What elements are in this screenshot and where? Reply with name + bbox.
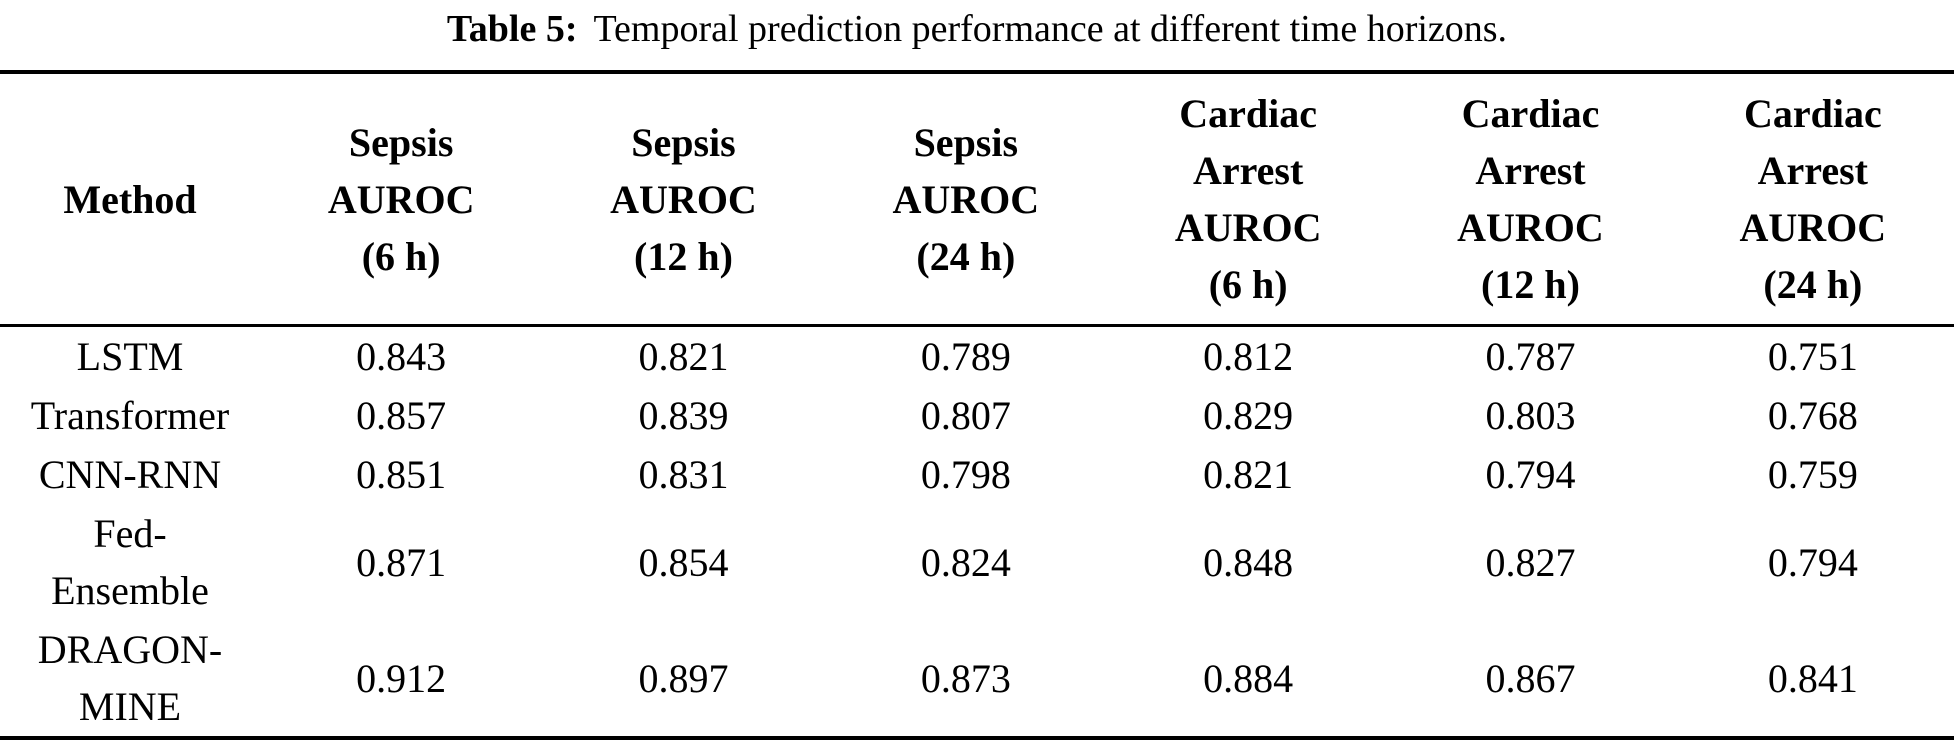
table-row: DRAGON- MINE 0.912 0.897 0.873 0.884 0.867 0.8… (0, 620, 1954, 738)
value-cell-sepsis-auroc-24h: 0.789 (920, 334, 1011, 379)
value-cell-sepsis-auroc-24h: 0.824 (920, 539, 1011, 585)
value-cell-sepsis-auroc-12h: 0.854 (638, 539, 729, 585)
results-table-header: Method Sepsis AUROC (6 h) Sepsis AUROC (12… (0, 72, 1954, 326)
column-header-method: Method (63, 176, 197, 222)
value-cell-sepsis-auroc-6h: 0.843 (356, 334, 447, 379)
table-caption: Table 5: Temporal prediction performance … (0, 0, 1954, 52)
value-cell-sepsis-auroc-12h: 0.821 (638, 334, 729, 379)
value-cell-cardiac-arrest-auroc-24h: 0.794 (1767, 539, 1858, 585)
table-row: Fed- Ensemble 0.871 0.854 0.824 0.848 0.827 0.… (0, 504, 1954, 620)
value-cell-sepsis-auroc-6h: 0.857 (356, 393, 447, 438)
value-cell-cardiac-arrest-auroc-24h: 0.841 (1767, 655, 1858, 701)
table-row: Transformer 0.857 0.839 0.807 0.829 0.803 0.76… (0, 386, 1954, 445)
value-cell-sepsis-auroc-6h: 0.851 (356, 452, 447, 497)
value-cell-sepsis-auroc-24h: 0.798 (920, 452, 1011, 497)
value-cell-cardiac-arrest-auroc-6h: 0.821 (1203, 452, 1294, 497)
method-cell: CNN-RNN (38, 452, 222, 497)
value-cell-cardiac-arrest-auroc-12h: 0.867 (1485, 655, 1576, 701)
value-cell-cardiac-arrest-auroc-12h: 0.803 (1485, 393, 1576, 438)
header-row: Method Sepsis AUROC (6 h) Sepsis AUROC (12… (0, 72, 1954, 326)
value-cell-cardiac-arrest-auroc-6h: 0.884 (1203, 655, 1294, 701)
value-cell-cardiac-arrest-auroc-6h: 0.848 (1203, 539, 1294, 585)
value-cell-cardiac-arrest-auroc-12h: 0.827 (1485, 539, 1576, 585)
method-cell: Transformer (30, 393, 230, 438)
table-row: LSTM 0.843 0.821 0.789 0.812 0.787 0.751 (0, 326, 1954, 387)
value-cell-cardiac-arrest-auroc-12h: 0.787 (1485, 334, 1576, 379)
value-cell-sepsis-auroc-24h: 0.807 (920, 393, 1011, 438)
column-header-cardiac-arrest-auroc-12h: Cardiac Arrest AUROC (12 h) (1457, 91, 1604, 307)
value-cell-cardiac-arrest-auroc-24h: 0.751 (1767, 334, 1858, 379)
table-caption-label: Table 5: (446, 8, 578, 50)
value-cell-cardiac-arrest-auroc-6h: 0.829 (1203, 393, 1294, 438)
value-cell-cardiac-arrest-auroc-6h: 0.812 (1203, 334, 1294, 379)
results-table-body: LSTM 0.843 0.821 0.789 0.812 0.787 0.751 Transf… (0, 326, 1954, 739)
results-table: Method Sepsis AUROC (6 h) Sepsis AUROC (12… (0, 70, 1954, 740)
column-header-cardiac-arrest-auroc-24h: Cardiac Arrest AUROC (24 h) (1739, 91, 1887, 307)
value-cell-cardiac-arrest-auroc-12h: 0.794 (1485, 452, 1576, 497)
value-cell-sepsis-auroc-24h: 0.873 (920, 655, 1011, 701)
table-caption-text: Temporal prediction performance at diffe… (593, 8, 1508, 50)
value-cell-sepsis-auroc-12h: 0.839 (638, 393, 729, 438)
table-row: CNN-RNN 0.851 0.831 0.798 0.821 0.794 0.759 (0, 445, 1954, 504)
method-cell: Fed- Ensemble (51, 511, 209, 613)
column-header-sepsis-auroc-24h: Sepsis AUROC (24 h) (892, 119, 1040, 279)
column-header-cardiac-arrest-auroc-6h: Cardiac Arrest AUROC (6 h) (1174, 91, 1322, 307)
value-cell-sepsis-auroc-12h: 0.831 (638, 452, 729, 497)
column-header-sepsis-auroc-12h: Sepsis AUROC (12 h) (610, 119, 757, 279)
column-header-sepsis-auroc-6h: Sepsis AUROC (6 h) (327, 119, 475, 279)
method-cell: DRAGON- MINE (37, 627, 223, 729)
value-cell-sepsis-auroc-6h: 0.912 (356, 655, 447, 701)
method-cell: LSTM (76, 334, 184, 379)
value-cell-sepsis-auroc-12h: 0.897 (638, 655, 729, 701)
value-cell-cardiac-arrest-auroc-24h: 0.768 (1767, 393, 1858, 438)
value-cell-cardiac-arrest-auroc-24h: 0.759 (1767, 452, 1858, 497)
value-cell-sepsis-auroc-6h: 0.871 (356, 539, 447, 585)
